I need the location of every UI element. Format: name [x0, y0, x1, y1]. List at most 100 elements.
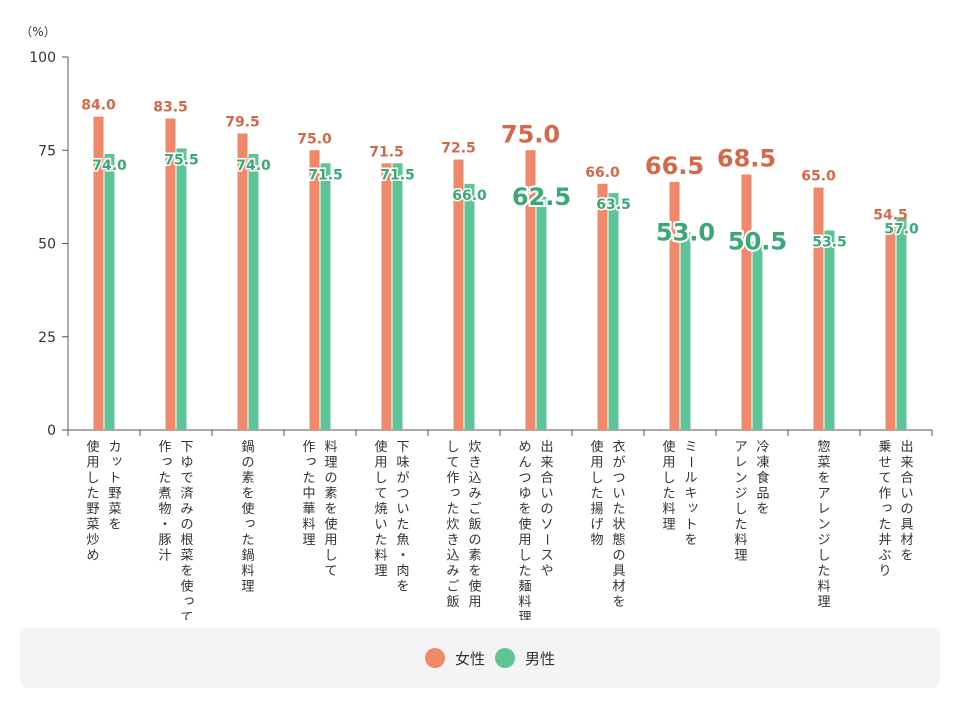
- category-label-char: た: [878, 518, 891, 533]
- data-label-female: 65.0: [801, 169, 836, 185]
- category-label-char: た: [302, 471, 315, 486]
- category-label-char: 麺: [518, 580, 531, 595]
- data-label-male: 74.0: [92, 158, 127, 174]
- category-label-char: の: [540, 502, 553, 517]
- category-label-char: い: [540, 487, 553, 502]
- category-label-char: き: [446, 533, 459, 548]
- category-label-char: 乗: [878, 440, 891, 455]
- category-label-char: め: [518, 440, 531, 455]
- data-label-male: 57.0: [884, 221, 919, 237]
- category-label-char: 汁: [158, 549, 171, 564]
- category-label-char: 用: [86, 456, 99, 471]
- category-label-char: 飯: [446, 595, 459, 610]
- bar-female: [885, 226, 896, 430]
- category-label-char: 素: [241, 471, 254, 486]
- category-label-char: ー: [683, 455, 698, 468]
- category-label-char: 理: [241, 580, 254, 595]
- category-label-char: て: [324, 564, 337, 579]
- data-label-female: 66.0: [585, 165, 620, 181]
- category-label-char: て: [446, 456, 459, 471]
- category-label-char: ご: [468, 501, 481, 517]
- category-label-char: み: [180, 502, 193, 517]
- data-label-female: 79.5: [225, 114, 260, 130]
- category-label-char: 用: [590, 456, 603, 471]
- category-label-char: っ: [304, 454, 317, 469]
- category-label-char: っ: [182, 593, 195, 608]
- data-label-female: 75.0: [501, 120, 560, 148]
- category-label-char: し: [662, 471, 675, 486]
- data-label-male: 50.5: [728, 228, 787, 256]
- category-label-char: 料: [662, 502, 675, 517]
- category-label-char: た: [86, 487, 99, 502]
- category-label-char: し: [374, 471, 387, 486]
- category-label-char: 物: [590, 533, 603, 548]
- category-label-char: ス: [540, 549, 553, 564]
- category-label-char: て: [180, 611, 193, 621]
- bar-male: [176, 148, 187, 430]
- category-label-char: の: [468, 533, 481, 548]
- bar-female: [669, 181, 680, 430]
- legend-label-male: 男性: [525, 649, 556, 668]
- category-label-char: つ: [518, 471, 531, 486]
- bar-female: [813, 187, 824, 430]
- category-label-char: 味: [396, 456, 409, 471]
- category-label-char: 鍋: [241, 439, 254, 455]
- category-label-char: 魚: [396, 533, 409, 548]
- category-label-char: ル: [684, 471, 697, 486]
- bar-male: [248, 153, 259, 431]
- data-label-female: 84.0: [81, 98, 116, 114]
- category-label-char: の: [900, 502, 913, 517]
- data-label-male: 53.5: [812, 234, 847, 250]
- category-label-char: の: [241, 456, 254, 471]
- category-label-char: の: [612, 549, 625, 564]
- category-label-char: 使: [241, 501, 254, 517]
- bar-chart: （%）025507510084.074.0カット野菜を使用した野菜炒め83.57…: [20, 25, 933, 621]
- legend-swatch-female: [425, 648, 445, 668]
- data-label-male: 63.5: [596, 197, 631, 213]
- category-label-char: 来: [900, 456, 913, 471]
- bar-female: [381, 163, 392, 430]
- category-label-char: つ: [612, 471, 625, 486]
- category-label-char: ミ: [684, 440, 697, 455]
- data-label-male: 74.0: [236, 158, 271, 174]
- category-label-char: ぶ: [878, 549, 891, 564]
- category-label-char: ・: [396, 549, 409, 564]
- legend-label-female: 女性: [455, 649, 486, 668]
- category-label-char: 作: [446, 471, 459, 486]
- category-label-char: 理: [817, 595, 830, 610]
- category-label-char: た: [817, 564, 830, 579]
- category-label-char: 使: [518, 517, 531, 533]
- category-label-char: た: [612, 502, 625, 517]
- category-label-char: 炒: [86, 533, 99, 548]
- category-label-char: 使: [374, 439, 387, 455]
- bar-female: [597, 183, 608, 430]
- category-label-char: ソ: [540, 518, 553, 533]
- category-label-char: 使: [590, 439, 603, 455]
- category-label-char: 菜: [108, 502, 121, 517]
- category-label-char: ッ: [686, 500, 699, 515]
- category-label-char: せ: [878, 456, 891, 471]
- legend-swatch-male: [495, 648, 515, 668]
- category-label-char: つ: [396, 487, 409, 502]
- data-label-female: 68.5: [717, 144, 776, 172]
- category-label-char: っ: [160, 454, 173, 469]
- bar-female: [525, 150, 536, 430]
- category-label-char: 素: [468, 549, 481, 564]
- category-label-char: 理: [302, 533, 315, 548]
- category-label-char: 炊: [468, 440, 481, 455]
- category-label-char: ゆ: [180, 456, 193, 471]
- data-label-male: 66.0: [452, 188, 487, 204]
- category-label-char: 炊: [446, 518, 459, 533]
- category-label-char: 合: [540, 471, 553, 486]
- category-label-char: 料: [374, 549, 387, 564]
- bar-male: [896, 217, 907, 430]
- category-label-char: 素: [324, 487, 337, 502]
- data-label-male: 53.0: [656, 218, 715, 246]
- legend-item-female: 女性: [425, 647, 485, 669]
- bar-female: [165, 118, 176, 431]
- category-label-char: 惣: [817, 440, 830, 455]
- category-label-char: 冷: [756, 440, 769, 455]
- data-label-female: 83.5: [153, 100, 188, 116]
- bar-female: [453, 159, 464, 430]
- category-label-char: を: [684, 533, 697, 548]
